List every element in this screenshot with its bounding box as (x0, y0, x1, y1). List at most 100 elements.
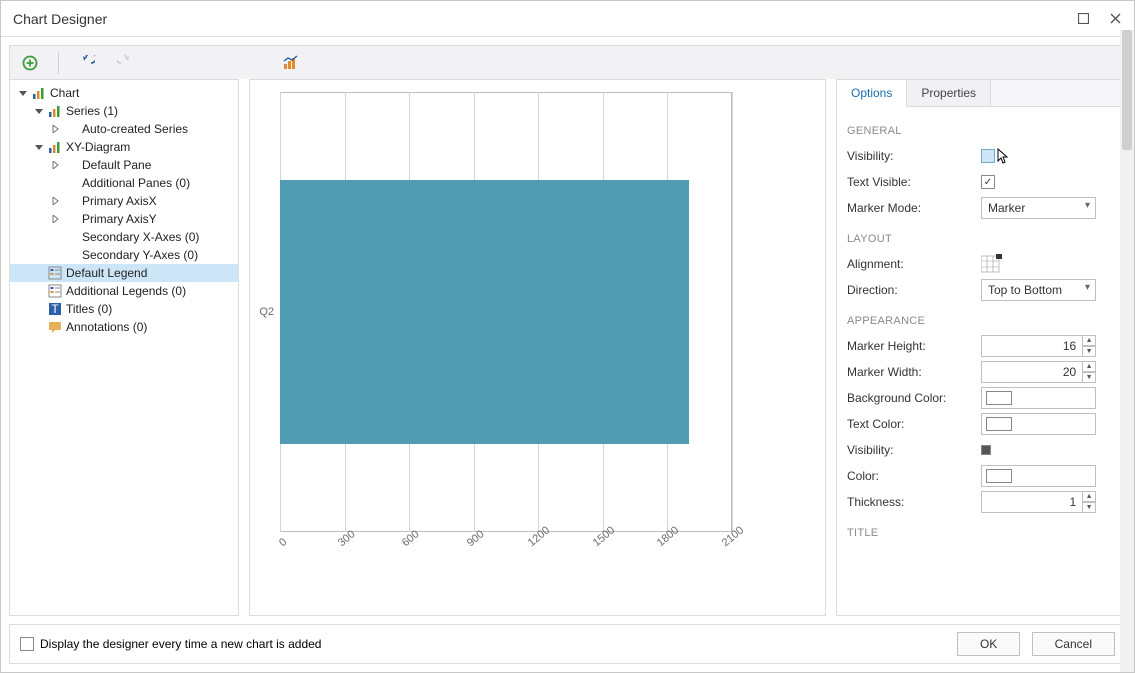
tree-label: Primary AxisX (82, 194, 157, 208)
tree-label: Additional Legends (0) (66, 284, 186, 298)
tab-options[interactable]: Options (837, 80, 907, 107)
expand-icon[interactable] (50, 124, 60, 134)
undo-button[interactable] (77, 53, 97, 73)
scrollbar-thumb[interactable] (1122, 30, 1132, 150)
content: Chart Series (1) Auto-created Series XY-Dia… (1, 37, 1134, 672)
spin-down[interactable]: ▼ (1082, 372, 1096, 383)
tree-item[interactable]: Primary AxisY (10, 210, 238, 228)
tree-item[interactable]: Additional Panes (0) (10, 174, 238, 192)
tree-label: Secondary Y-Axes (0) (82, 248, 198, 262)
collapse-icon[interactable] (34, 142, 44, 152)
label-text-color: Text Color: (847, 417, 975, 431)
input-thickness[interactable] (981, 491, 1082, 513)
tree-item[interactable]: Default Pane (10, 156, 238, 174)
blank-icon (64, 248, 78, 262)
label-visibility-2: Visibility: (847, 443, 975, 457)
label-bg-color: Background Color: (847, 391, 975, 405)
spin-up[interactable]: ▲ (1082, 335, 1096, 346)
svg-text:T: T (51, 302, 59, 316)
tree-item[interactable]: T Titles (0) (10, 300, 238, 318)
spacer (34, 304, 44, 314)
chart-icon (48, 140, 62, 154)
spacer (50, 250, 60, 260)
close-button[interactable] (1108, 12, 1122, 26)
chart-icon (32, 86, 46, 100)
ok-button[interactable]: OK (957, 632, 1020, 656)
tree[interactable]: Chart Series (1) Auto-created Series XY-Dia… (10, 80, 238, 340)
blank-icon (64, 158, 78, 172)
tree-item[interactable]: Secondary X-Axes (0) (10, 228, 238, 246)
spin-down[interactable]: ▼ (1082, 346, 1096, 357)
tree-item[interactable]: Series (1) (10, 102, 238, 120)
tree-label: Additional Panes (0) (82, 176, 190, 190)
tree-label: Titles (0) (66, 302, 112, 316)
expand-icon[interactable] (50, 160, 60, 170)
collapse-icon[interactable] (18, 88, 28, 98)
legend-icon (48, 266, 62, 280)
spin-down[interactable]: ▼ (1082, 502, 1096, 513)
checkbox-visibility[interactable] (981, 149, 995, 163)
tree-label: Auto-created Series (82, 122, 188, 136)
properties-panel: Options Properties GENERAL Visibility: T… (836, 79, 1126, 616)
section-title: TITLE (847, 527, 1115, 539)
label-marker-mode: Marker Mode: (847, 201, 975, 215)
tree-item[interactable]: Chart (10, 84, 238, 102)
cancel-button[interactable]: Cancel (1032, 632, 1115, 656)
spin-up[interactable]: ▲ (1082, 491, 1096, 502)
tree-item[interactable]: Auto-created Series (10, 120, 238, 138)
tree-item[interactable]: Primary AxisX (10, 192, 238, 210)
footer: Display the designer every time a new ch… (9, 624, 1126, 664)
spacer (50, 178, 60, 188)
blank-icon (64, 230, 78, 244)
window-title: Chart Designer (13, 11, 107, 27)
separator (58, 52, 59, 74)
spin-up[interactable]: ▲ (1082, 361, 1096, 372)
tree-item[interactable]: Additional Legends (0) (10, 282, 238, 300)
annot-icon (48, 320, 62, 334)
label-alignment: Alignment: (847, 257, 975, 271)
spacer (34, 322, 44, 332)
select-direction[interactable]: Top to Bottom (981, 279, 1096, 301)
checkbox-border-visibility[interactable] (981, 445, 991, 455)
checkbox-show-designer[interactable] (20, 637, 34, 651)
chart-type-button[interactable] (281, 53, 301, 73)
maximize-button[interactable] (1076, 12, 1090, 26)
swatch-color[interactable] (986, 469, 1012, 483)
tree-label: Annotations (0) (66, 320, 147, 334)
legend-icon (48, 284, 62, 298)
input-marker-height[interactable] (981, 335, 1082, 357)
label-marker-height: Marker Height: (847, 339, 975, 353)
collapse-icon[interactable] (34, 106, 44, 116)
select-marker-mode[interactable]: Marker (981, 197, 1096, 219)
tree-label: Primary AxisY (82, 212, 157, 226)
label-show-designer: Display the designer every time a new ch… (40, 637, 321, 651)
expand-icon[interactable] (50, 196, 60, 206)
chart-icon (48, 104, 62, 118)
blank-icon (64, 212, 78, 226)
checkbox-text-visible[interactable]: ✓ (981, 175, 995, 189)
spacer (34, 286, 44, 296)
tree-item[interactable]: Secondary Y-Axes (0) (10, 246, 238, 264)
input-marker-width[interactable] (981, 361, 1082, 383)
redo-button[interactable] (115, 53, 135, 73)
alignment-picker[interactable] (981, 254, 1003, 274)
tree-item[interactable]: XY-Diagram (10, 138, 238, 156)
chart-preview: 03006009001200150018002100Q2 (249, 79, 826, 616)
add-button[interactable] (20, 53, 40, 73)
swatch-bg-color[interactable] (986, 391, 1012, 405)
section-appearance: APPEARANCE (847, 315, 1115, 327)
tree-item[interactable]: Default Legend (10, 264, 238, 282)
swatch-text-color[interactable] (986, 417, 1012, 431)
toolbar (9, 45, 1126, 79)
dialog-window: Chart Designer (0, 0, 1135, 673)
label-text-visible: Text Visible: (847, 175, 975, 189)
tree-label: Chart (50, 86, 79, 100)
main: Chart Series (1) Auto-created Series XY-Dia… (9, 79, 1126, 616)
tab-properties[interactable]: Properties (907, 80, 991, 106)
options-form: GENERAL Visibility: Text Visible: ✓ Mark… (837, 107, 1125, 615)
expand-icon[interactable] (50, 214, 60, 224)
scrollbar[interactable] (1120, 30, 1134, 672)
tree-item[interactable]: Annotations (0) (10, 318, 238, 336)
blank-icon (64, 122, 78, 136)
label-marker-width: Marker Width: (847, 365, 975, 379)
